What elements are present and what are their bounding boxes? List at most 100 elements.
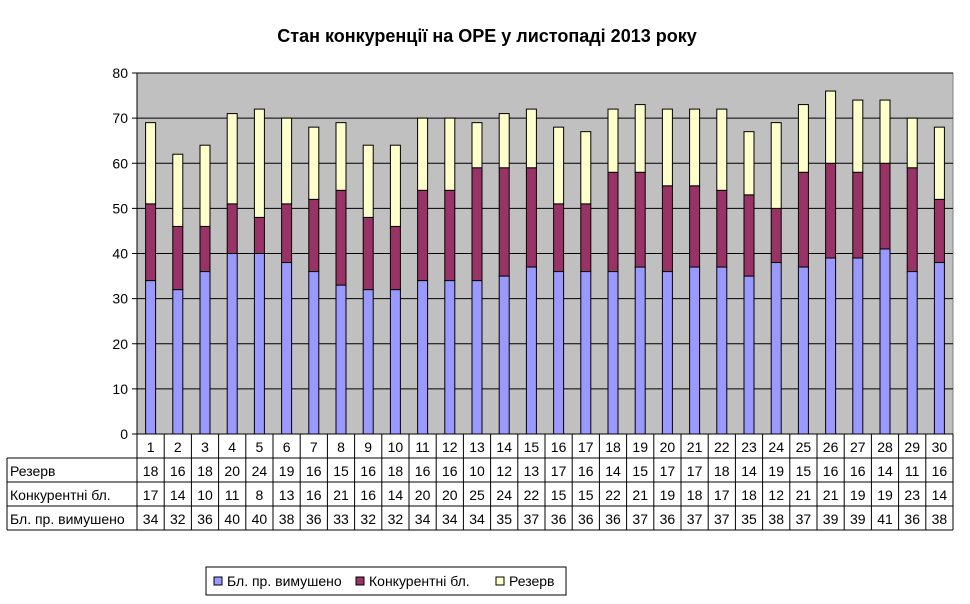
bar-segment bbox=[199, 144, 211, 227]
category-label: 22 bbox=[714, 439, 730, 455]
table-cell-value: 11 bbox=[225, 487, 240, 503]
bar-segment bbox=[335, 189, 347, 286]
category-label: 26 bbox=[823, 439, 839, 455]
legend: Бл. пр. вимушено Конкурентні бл. Резерв bbox=[205, 566, 567, 596]
bar-segment bbox=[825, 162, 837, 259]
bar-segment bbox=[145, 203, 157, 282]
bar-segment bbox=[553, 203, 565, 273]
bar-segment bbox=[797, 171, 809, 268]
table-cell-value: 16 bbox=[932, 463, 948, 479]
bar-segment bbox=[580, 271, 592, 435]
legend-swatch bbox=[213, 576, 223, 586]
category-label: 17 bbox=[578, 439, 594, 455]
y-tick-label: 40 bbox=[112, 246, 128, 262]
table-cell-value: 16 bbox=[360, 487, 376, 503]
bar-segment bbox=[825, 90, 837, 164]
data-table: 1 2 3 4 5 6 7 8 9 10 11 12 13 14 15 16 17 18 19 20 21 22 23 24 2… bbox=[6, 433, 954, 531]
category-label: 7 bbox=[310, 439, 318, 455]
legend-swatch bbox=[355, 576, 365, 586]
table-cell-value: 18 bbox=[687, 487, 703, 503]
category-label: 11 bbox=[415, 439, 430, 455]
table-cell-value: 16 bbox=[306, 487, 322, 503]
table-cell-value: 17 bbox=[660, 463, 676, 479]
bar-segment bbox=[444, 280, 456, 435]
bar-segment bbox=[852, 99, 864, 173]
bar-segment bbox=[661, 271, 673, 435]
category-label: 21 bbox=[687, 439, 703, 455]
category-label: 10 bbox=[388, 439, 404, 455]
table-cell-value: 17 bbox=[714, 487, 730, 503]
bar-segment bbox=[444, 189, 456, 282]
table-cell-value: 17 bbox=[687, 463, 703, 479]
table-cell-value: 36 bbox=[605, 511, 621, 527]
table-cell-value: 20 bbox=[415, 487, 431, 503]
table-cell-value: 21 bbox=[333, 487, 349, 503]
table-cell-value: 19 bbox=[768, 463, 784, 479]
bar-segment bbox=[797, 104, 809, 173]
table-cell-value: 38 bbox=[932, 511, 948, 527]
bar-segment bbox=[444, 117, 456, 191]
legend-swatch bbox=[495, 576, 505, 586]
bar-segment bbox=[308, 271, 320, 435]
bar-segment bbox=[797, 266, 809, 435]
table-cell-value: 37 bbox=[524, 511, 540, 527]
bar-segment bbox=[145, 280, 157, 435]
table-cell-value: 16 bbox=[306, 463, 322, 479]
category-label: 9 bbox=[364, 439, 372, 455]
legend-label: Конкурентні бл. bbox=[369, 573, 470, 589]
table-cell-value: 21 bbox=[823, 487, 839, 503]
bar-segment bbox=[471, 167, 483, 282]
table-cell-value: 21 bbox=[632, 487, 648, 503]
table-cell-value: 16 bbox=[415, 463, 431, 479]
bar-segment bbox=[607, 108, 619, 173]
bar-segment bbox=[199, 271, 211, 435]
bar-segment bbox=[553, 126, 565, 205]
bar-segment bbox=[498, 167, 510, 277]
table-cell-value: 33 bbox=[333, 511, 349, 527]
table-cell-value: 18 bbox=[388, 463, 404, 479]
legend-label: Бл. пр. вимушено bbox=[227, 573, 342, 589]
y-tick-label: 20 bbox=[112, 336, 128, 352]
bar-segment bbox=[879, 99, 891, 164]
table-cell-value: 32 bbox=[388, 511, 404, 527]
bar-segment bbox=[852, 171, 864, 259]
bar-segment bbox=[716, 189, 728, 268]
table-cell-value: 37 bbox=[632, 511, 648, 527]
table-row-label: Резерв bbox=[10, 463, 55, 479]
table-cell-value: 35 bbox=[741, 511, 757, 527]
table-cell-value: 17 bbox=[143, 487, 159, 503]
table-cell-value: 40 bbox=[252, 511, 268, 527]
bar-segment bbox=[716, 266, 728, 435]
bar-segment bbox=[253, 216, 265, 254]
table-cell-value: 19 bbox=[850, 487, 866, 503]
bar-segment bbox=[661, 185, 673, 273]
bar-segment bbox=[525, 108, 537, 169]
category-label: 13 bbox=[469, 439, 485, 455]
table-cell-value: 22 bbox=[605, 487, 621, 503]
bar-segment bbox=[906, 271, 918, 435]
bar-segment bbox=[933, 126, 945, 200]
bar-segment bbox=[607, 171, 619, 273]
table-cell-value: 14 bbox=[877, 463, 893, 479]
table-cell-value: 38 bbox=[768, 511, 784, 527]
legend-box bbox=[205, 566, 567, 596]
bar-segment bbox=[253, 253, 265, 435]
bar-segment bbox=[281, 203, 293, 264]
bar-segment bbox=[172, 289, 184, 435]
table-cell-value: 18 bbox=[143, 463, 159, 479]
y-tick-label: 70 bbox=[112, 110, 128, 126]
table-cell-value: 17 bbox=[551, 463, 567, 479]
category-label: 2 bbox=[174, 439, 182, 455]
legend-label: Резерв bbox=[509, 573, 554, 589]
bar-segment bbox=[770, 262, 782, 435]
bar-segment bbox=[770, 122, 782, 209]
table-cell-value: 36 bbox=[197, 511, 213, 527]
bar-segment bbox=[145, 122, 157, 205]
bar-segment bbox=[553, 271, 565, 435]
chart-title: Стан конкуренції на ОРЕ у листопаді 2013… bbox=[277, 26, 696, 46]
category-label: 24 bbox=[768, 439, 784, 455]
table-cell-value: 40 bbox=[224, 511, 240, 527]
table-cell-value: 36 bbox=[551, 511, 567, 527]
category-label: 29 bbox=[904, 439, 920, 455]
table-cell-value: 36 bbox=[660, 511, 676, 527]
